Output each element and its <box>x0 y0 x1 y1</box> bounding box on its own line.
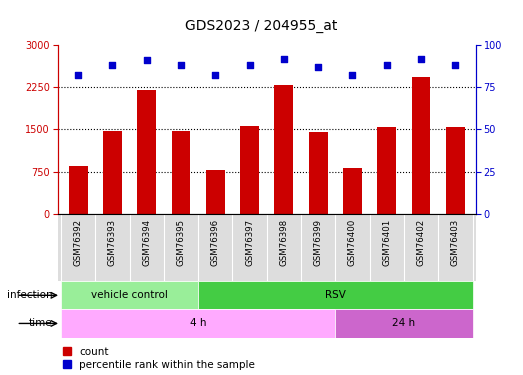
Text: GSM76395: GSM76395 <box>176 219 186 266</box>
Point <box>74 72 82 78</box>
Text: GSM76396: GSM76396 <box>211 219 220 266</box>
Bar <box>377 127 396 214</box>
Bar <box>69 166 87 214</box>
Text: GSM76400: GSM76400 <box>348 219 357 266</box>
Bar <box>240 126 259 214</box>
Point <box>108 62 117 68</box>
Bar <box>412 76 430 214</box>
Bar <box>335 309 472 338</box>
Bar <box>103 131 122 214</box>
Bar <box>172 130 190 214</box>
Legend: count, percentile rank within the sample: count, percentile rank within the sample <box>63 346 255 370</box>
Point <box>451 62 460 68</box>
Text: RSV: RSV <box>325 290 346 300</box>
Bar <box>446 127 465 214</box>
Point <box>348 72 357 78</box>
Bar <box>309 132 327 214</box>
Point <box>177 62 185 68</box>
Text: GDS2023 / 204955_at: GDS2023 / 204955_at <box>185 19 338 33</box>
Point <box>211 72 220 78</box>
Text: 4 h: 4 h <box>190 318 207 328</box>
Bar <box>343 168 362 214</box>
Point <box>314 64 322 70</box>
Bar <box>61 309 335 338</box>
Text: GSM76392: GSM76392 <box>74 219 83 266</box>
Point <box>142 57 151 63</box>
Point <box>245 62 254 68</box>
Text: GSM76399: GSM76399 <box>314 219 323 266</box>
Text: time: time <box>29 318 52 328</box>
Text: GSM76403: GSM76403 <box>451 219 460 266</box>
Bar <box>275 85 293 214</box>
Bar <box>206 170 225 214</box>
Text: GSM76394: GSM76394 <box>142 219 151 266</box>
Text: GSM76398: GSM76398 <box>279 219 288 266</box>
Point <box>417 56 425 62</box>
Text: infection: infection <box>7 290 52 300</box>
Text: 24 h: 24 h <box>392 318 415 328</box>
Text: GSM76397: GSM76397 <box>245 219 254 266</box>
Text: GSM76402: GSM76402 <box>416 219 426 266</box>
Text: vehicle control: vehicle control <box>91 290 168 300</box>
Bar <box>198 281 472 309</box>
Bar <box>61 281 198 309</box>
Text: GSM76393: GSM76393 <box>108 219 117 266</box>
Text: GSM76401: GSM76401 <box>382 219 391 266</box>
Point <box>280 56 288 62</box>
Point <box>383 62 391 68</box>
Bar <box>137 90 156 214</box>
